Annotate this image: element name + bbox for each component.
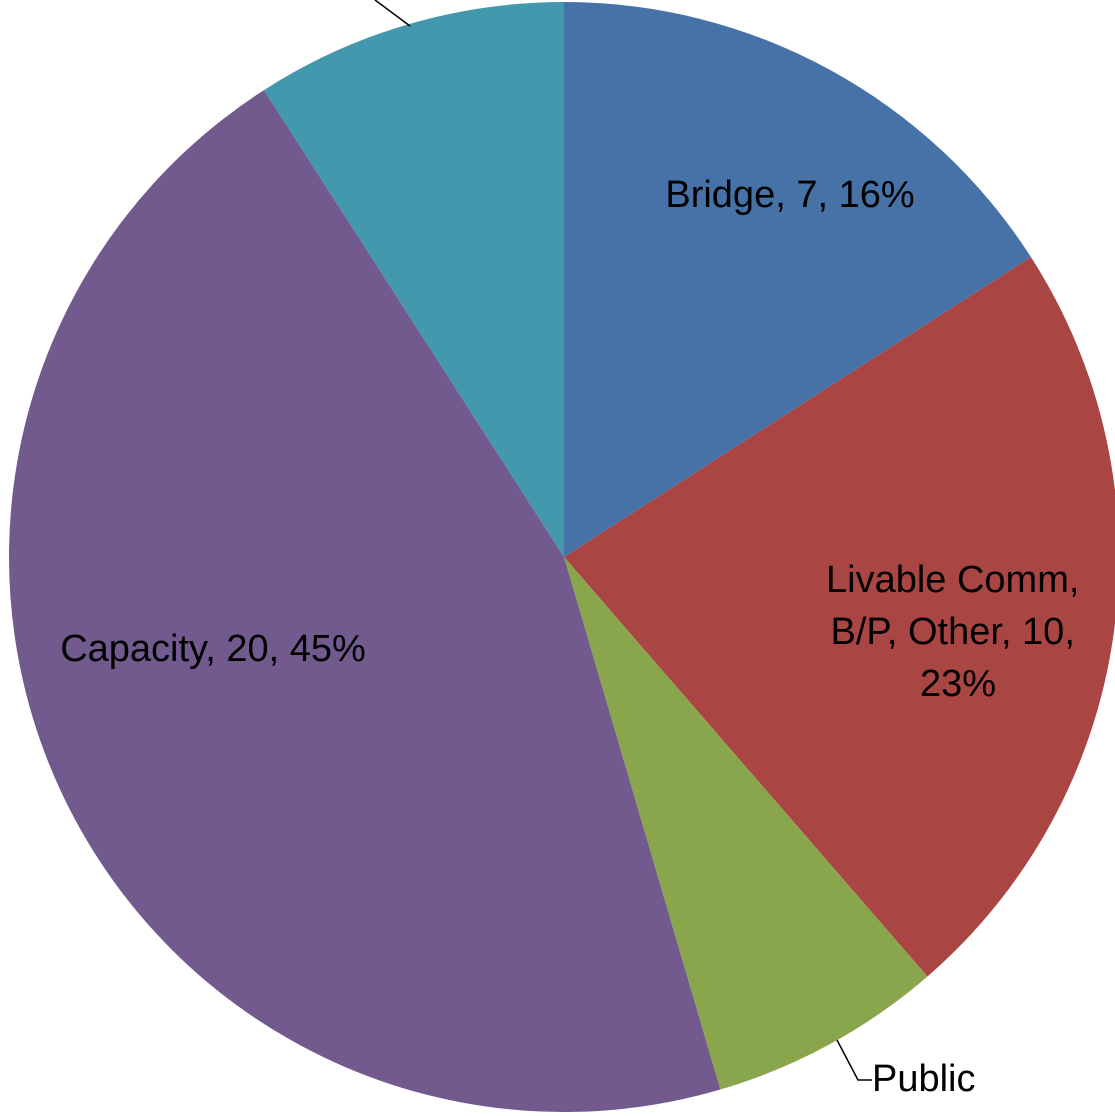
- pie-slice-bridge: [564, 2, 1031, 557]
- leader-line-public: [836, 1039, 872, 1081]
- leader-lines: [374, 0, 872, 1081]
- slice-label-capacity: Capacity, 20, 45%: [60, 628, 366, 670]
- slice-labels: Bridge, 7, 16% Livable Comm, B/P, Other,…: [60, 174, 1090, 1100]
- leader-line-top: [374, 0, 411, 27]
- slice-label-bridge: Bridge, 7, 16%: [665, 174, 914, 216]
- slice-label-public: Public: [872, 1058, 976, 1100]
- pie-slices: [9, 2, 1115, 1112]
- pie-slice-public: [564, 557, 928, 1090]
- pie-slice-livable-comm-b-p-other: [564, 256, 1115, 977]
- slice-label-livable: Livable Comm, B/P, Other, 10, 23%: [826, 559, 1090, 705]
- pie-slice-unlabeled: [263, 2, 564, 557]
- pie-slice-capacity: [9, 90, 721, 1112]
